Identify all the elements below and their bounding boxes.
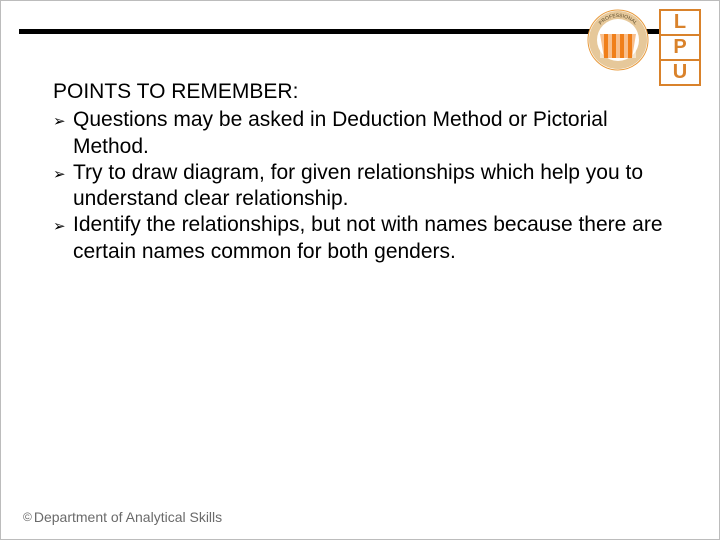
- bullet-text: Questions may be asked in Deduction Meth…: [73, 107, 679, 160]
- bullet-item: ➢ Identify the relationships, but not wi…: [53, 212, 679, 265]
- content-block: POINTS TO REMEMBER: ➢ Questions may be a…: [53, 79, 679, 265]
- bullet-text: Identify the relationships, but not with…: [73, 212, 679, 265]
- copyright-symbol: ©: [23, 510, 32, 524]
- heading: POINTS TO REMEMBER:: [53, 79, 679, 105]
- footer: © Department of Analytical Skills: [23, 509, 222, 525]
- chevron-right-icon: ➢: [53, 107, 73, 135]
- bullet-item: ➢ Try to draw diagram, for given relatio…: [53, 160, 679, 213]
- chevron-right-icon: ➢: [53, 212, 73, 240]
- lpu-letter-p: P: [659, 34, 701, 61]
- lpu-block-logo: L P U: [659, 9, 701, 71]
- chevron-right-icon: ➢: [53, 160, 73, 188]
- bullet-item: ➢ Questions may be asked in Deduction Me…: [53, 107, 679, 160]
- university-seal-logo: PROFESSIONAL: [587, 9, 649, 71]
- slide-container: PROFESSIONAL L P U POINTS TO REMEMBER: ➢…: [0, 0, 720, 540]
- lpu-letter-l: L: [659, 9, 701, 36]
- footer-dept-label: Department of Analytical Skills: [34, 509, 222, 525]
- bullet-text: Try to draw diagram, for given relations…: [73, 160, 679, 213]
